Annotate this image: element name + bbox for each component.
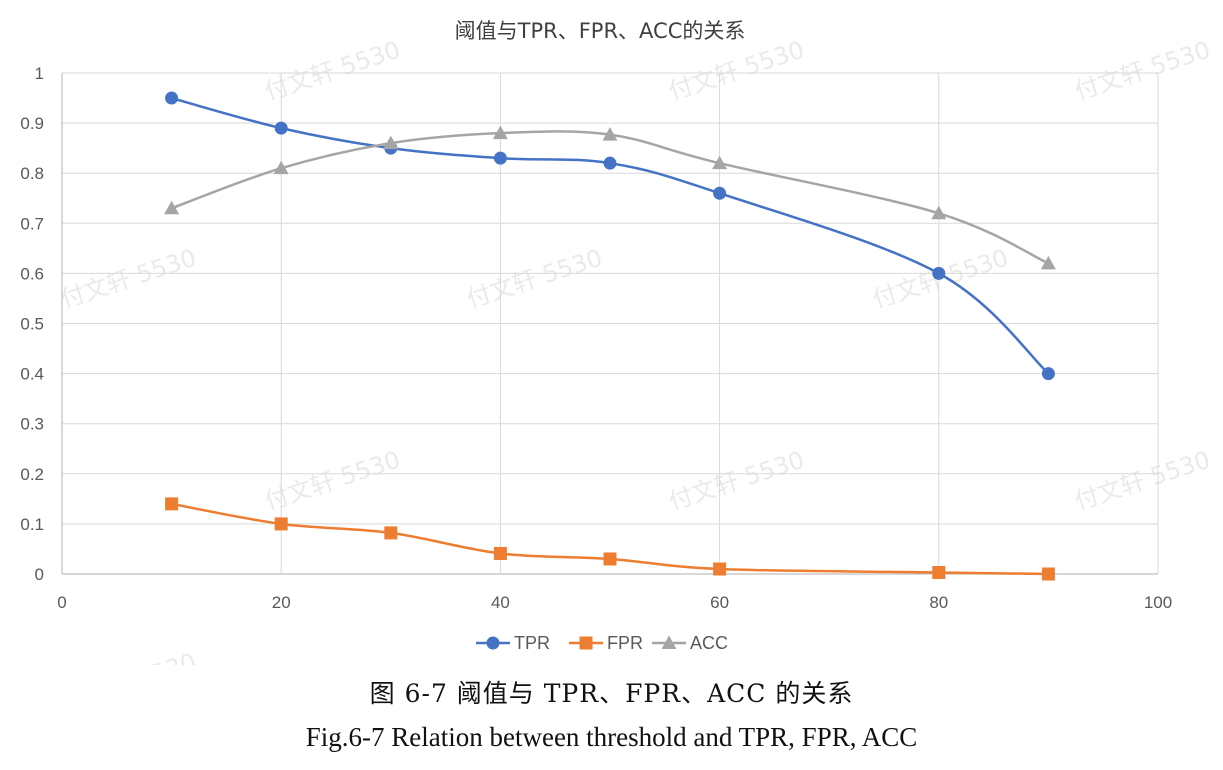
x-tick-label: 0	[57, 593, 66, 612]
data-point-acc	[273, 160, 289, 175]
data-point-tpr	[603, 156, 617, 170]
data-point-acc	[1040, 255, 1056, 270]
watermark-text: 付文轩 5530	[665, 446, 807, 516]
data-point-tpr	[713, 186, 727, 200]
legend-item-acc: ACC	[652, 633, 728, 653]
data-point-fpr	[603, 552, 617, 566]
y-tick-label: 1	[35, 64, 44, 83]
x-tick-label: 40	[491, 593, 510, 612]
data-point-acc	[712, 155, 728, 170]
legend-swatch-marker	[661, 635, 677, 649]
data-point-tpr	[493, 151, 507, 165]
legend-label: FPR	[607, 633, 643, 653]
x-tick-label: 100	[1144, 593, 1172, 612]
data-point-tpr	[165, 91, 179, 105]
watermark-text: 付文轩 5530	[57, 244, 199, 314]
y-tick-label: 0.9	[20, 114, 44, 133]
y-tick-label: 0.6	[20, 264, 44, 283]
line-chart: 付文轩 5530 付文轩 5530 付文轩 5530 付文轩 5530 付文轩 5530…	[20, 19, 1213, 665]
data-point-acc	[383, 135, 399, 150]
figure-caption-english: Fig.6-7 Relation between threshold and T…	[305, 722, 918, 752]
series-layer	[164, 91, 1056, 581]
data-point-tpr	[1041, 367, 1055, 381]
legend-swatch-marker	[579, 636, 593, 650]
legend-item-tpr: TPR	[476, 633, 550, 653]
legend-label: ACC	[690, 633, 728, 653]
y-tick-label: 0.4	[20, 365, 44, 384]
grid-layer	[62, 72, 1159, 574]
data-point-fpr	[1041, 567, 1055, 581]
legend-swatch-marker	[486, 636, 500, 650]
data-point-fpr	[932, 565, 946, 579]
y-tick-label: 0.1	[20, 515, 44, 534]
series-acc	[164, 125, 1056, 270]
data-point-fpr	[713, 562, 727, 576]
x-tick-label: 60	[710, 593, 729, 612]
legend-item-fpr: FPR	[569, 633, 643, 653]
data-point-fpr	[384, 526, 398, 540]
series-line-fpr	[170, 502, 1050, 576]
watermark-text: 付文轩 5530	[261, 446, 403, 516]
data-point-tpr	[932, 266, 946, 280]
figure-caption-chinese: 图 6-7 阈值与 TPR、FPR、ACC 的关系	[369, 679, 854, 708]
series-line-acc	[170, 130, 1050, 265]
legend: TPR FPR ACC	[476, 633, 728, 653]
y-tick-label: 0.5	[20, 315, 44, 334]
watermark-text: 付文轩 5530	[57, 648, 199, 665]
y-tick-label: 0	[35, 565, 44, 584]
chart-title: 阈值与TPR、FPR、ACC的关系	[455, 19, 746, 43]
data-point-acc	[931, 205, 947, 220]
data-point-tpr	[274, 121, 288, 135]
x-tick-label: 80	[929, 593, 948, 612]
watermark-text: 付文轩 5530	[665, 36, 807, 106]
y-tick-label: 0.3	[20, 415, 44, 434]
data-point-fpr	[165, 497, 179, 511]
legend-label: TPR	[514, 633, 550, 653]
watermark-text: 付文轩 5530	[261, 36, 403, 106]
watermark-text: 付文轩 5530	[463, 244, 605, 314]
data-point-acc	[602, 127, 618, 141]
data-point-fpr	[493, 546, 507, 560]
watermark-layer: 付文轩 5530 付文轩 5530 付文轩 5530 付文轩 5530 付文轩 5530…	[57, 36, 1213, 665]
watermark-text: 付文轩 5530	[1071, 446, 1213, 516]
data-point-acc	[492, 125, 508, 140]
axis-layer: 0 0.1 0.2 0.3 0.4 0.5 0.6 0.7 0.8 0.9 1 0 20 40 60 80 10…	[20, 64, 1172, 612]
data-point-acc	[164, 200, 180, 215]
x-tick-label: 20	[272, 593, 291, 612]
watermark-text: 付文轩 5530	[1071, 36, 1213, 106]
series-fpr	[165, 497, 1055, 581]
data-point-fpr	[274, 517, 288, 531]
y-tick-label: 0.2	[20, 465, 44, 484]
y-tick-label: 0.8	[20, 164, 44, 183]
y-tick-label: 0.7	[20, 214, 44, 233]
